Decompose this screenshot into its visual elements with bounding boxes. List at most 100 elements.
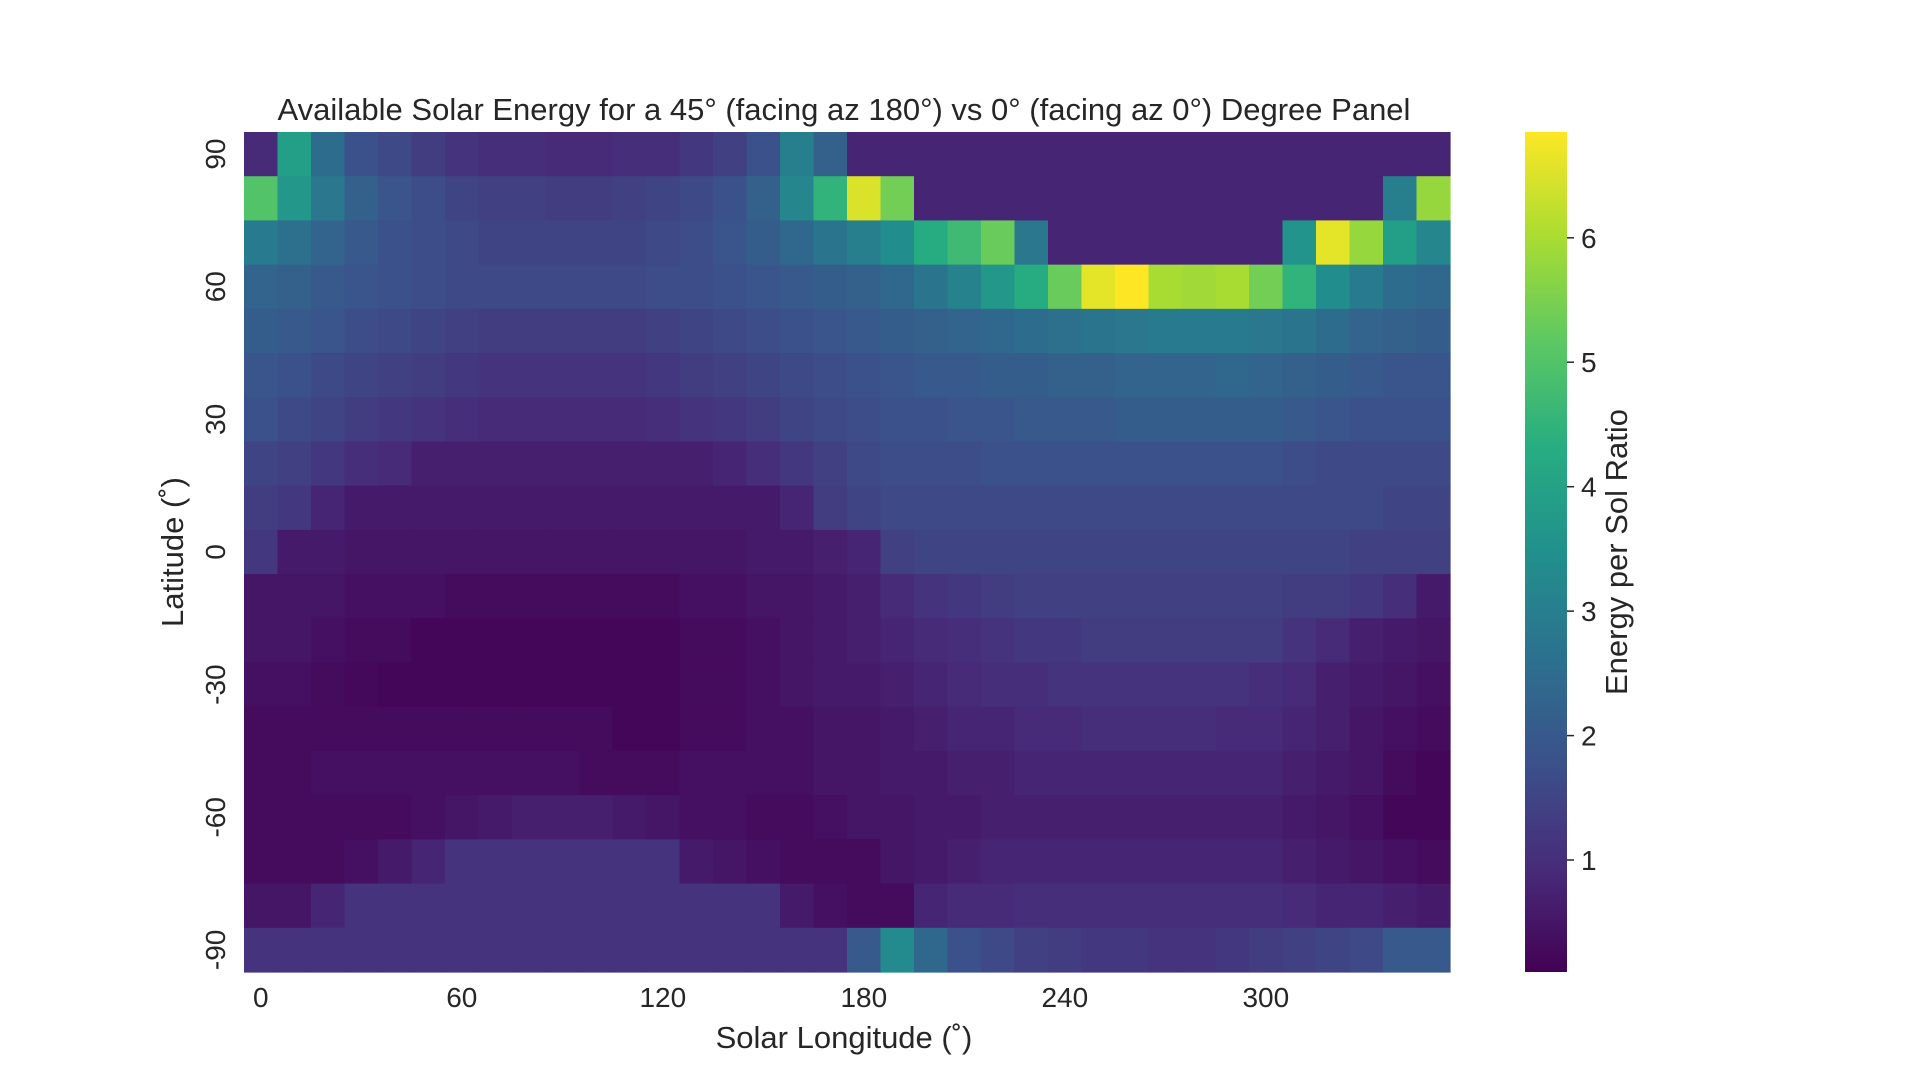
heatmap-cell <box>1115 397 1150 443</box>
heatmap-cell <box>679 308 714 354</box>
heatmap-cell <box>880 883 915 929</box>
heatmap-cell <box>277 706 312 752</box>
chart-title: Available Solar Energy for a 45° (facing… <box>278 92 1411 127</box>
heatmap-cell <box>1282 750 1317 796</box>
heatmap-cell <box>914 927 949 973</box>
heatmap-cell <box>1048 883 1083 929</box>
heatmap-cell <box>914 220 949 266</box>
heatmap-cell <box>1282 220 1317 266</box>
heatmap-cell <box>1416 529 1451 575</box>
heatmap-cell <box>1282 308 1317 354</box>
heatmap-cell <box>545 176 580 222</box>
heatmap-cell <box>411 927 446 973</box>
heatmap-cell <box>344 839 379 885</box>
heatmap-cell <box>981 397 1016 443</box>
heatmap-cell <box>411 264 446 310</box>
heatmap-cell <box>311 441 346 487</box>
heatmap-cell <box>1349 839 1384 885</box>
heatmap-cell <box>1048 529 1083 575</box>
heatmap-cell <box>713 574 748 619</box>
heatmap-cell <box>1148 264 1183 310</box>
heatmap-cell <box>277 883 312 929</box>
heatmap-cell <box>612 132 647 177</box>
heatmap-cell <box>1081 132 1116 177</box>
heatmap-cell <box>1316 353 1351 398</box>
heatmap-cell <box>746 529 781 575</box>
heatmap-cell <box>780 132 815 177</box>
heatmap-cell <box>579 529 614 575</box>
heatmap-cell <box>1349 883 1384 929</box>
heatmap-cell <box>411 795 446 840</box>
heatmap-cell <box>512 485 547 531</box>
heatmap-cell <box>847 706 882 752</box>
heatmap-cell <box>512 353 547 398</box>
heatmap-cell <box>478 132 513 177</box>
heatmap-cell <box>1349 308 1384 354</box>
heatmap-cell <box>679 618 714 664</box>
heatmap-cell <box>411 706 446 752</box>
y-tick-labels: 90 60 30 0 -30 -60 -90 <box>200 139 231 971</box>
heatmap-cell <box>1282 795 1317 840</box>
heatmap-cell <box>244 220 279 266</box>
heatmap-cell <box>746 397 781 443</box>
heatmap-cell <box>512 795 547 840</box>
heatmap-cell <box>1048 132 1083 177</box>
heatmap-cell <box>646 795 681 840</box>
heatmap-cell <box>545 485 580 531</box>
colorbar-ticks: 1 2 3 4 5 6 <box>1567 223 1597 876</box>
heatmap-cell <box>311 927 346 973</box>
heatmap-cell <box>1416 264 1451 310</box>
heatmap-cell <box>780 706 815 752</box>
heatmap-cell <box>478 662 513 708</box>
heatmap-cell <box>914 795 949 840</box>
heatmap-cell <box>1148 308 1183 354</box>
heatmap-cell <box>545 441 580 487</box>
heatmap-cell <box>746 618 781 664</box>
heatmap-cell <box>445 618 480 664</box>
heatmap-cell <box>813 308 848 354</box>
heatmap-cell <box>646 574 681 619</box>
heatmap-cell <box>344 264 379 310</box>
heatmap-cell <box>880 618 915 664</box>
heatmap-cell <box>1081 529 1116 575</box>
heatmap-cell <box>378 308 413 354</box>
heatmap-cell <box>1383 662 1418 708</box>
heatmap-cell <box>612 353 647 398</box>
heatmap-cell <box>244 264 279 310</box>
heatmap-cell <box>545 750 580 796</box>
heatmap-cell <box>1249 176 1284 222</box>
heatmap-cell <box>411 176 446 222</box>
heatmap-cell <box>244 441 279 487</box>
heatmap-cell <box>847 927 882 973</box>
heatmap-cell <box>947 883 982 929</box>
heatmap-cell <box>378 839 413 885</box>
heatmap-cell <box>378 353 413 398</box>
heatmap-cell <box>1182 176 1217 222</box>
heatmap-cell <box>512 927 547 973</box>
heatmap-cell <box>947 308 982 354</box>
heatmap-cell <box>1383 618 1418 664</box>
heatmap-cell <box>780 883 815 929</box>
heatmap-cell <box>646 308 681 354</box>
heatmap-cell <box>478 618 513 664</box>
heatmap-cell <box>847 750 882 796</box>
heatmap-cell <box>445 441 480 487</box>
heatmap-cell <box>1182 308 1217 354</box>
heatmap-cell <box>378 662 413 708</box>
heatmap-cell <box>1316 529 1351 575</box>
heatmap-cell <box>545 132 580 177</box>
heatmap-cell <box>646 353 681 398</box>
heatmap-cell <box>1383 441 1418 487</box>
heatmap-cell <box>1014 574 1049 619</box>
heatmap-cell <box>512 750 547 796</box>
heatmap-cell <box>1048 706 1083 752</box>
heatmap-cell <box>244 397 279 443</box>
heatmap-cell <box>646 883 681 929</box>
heatmap-cell <box>445 397 480 443</box>
heatmap-cell <box>1115 662 1150 708</box>
heatmap-cell <box>1182 353 1217 398</box>
heatmap-cell <box>411 308 446 354</box>
heatmap-cell <box>1282 353 1317 398</box>
heatmap-cell <box>713 795 748 840</box>
heatmap-cell <box>1416 618 1451 664</box>
